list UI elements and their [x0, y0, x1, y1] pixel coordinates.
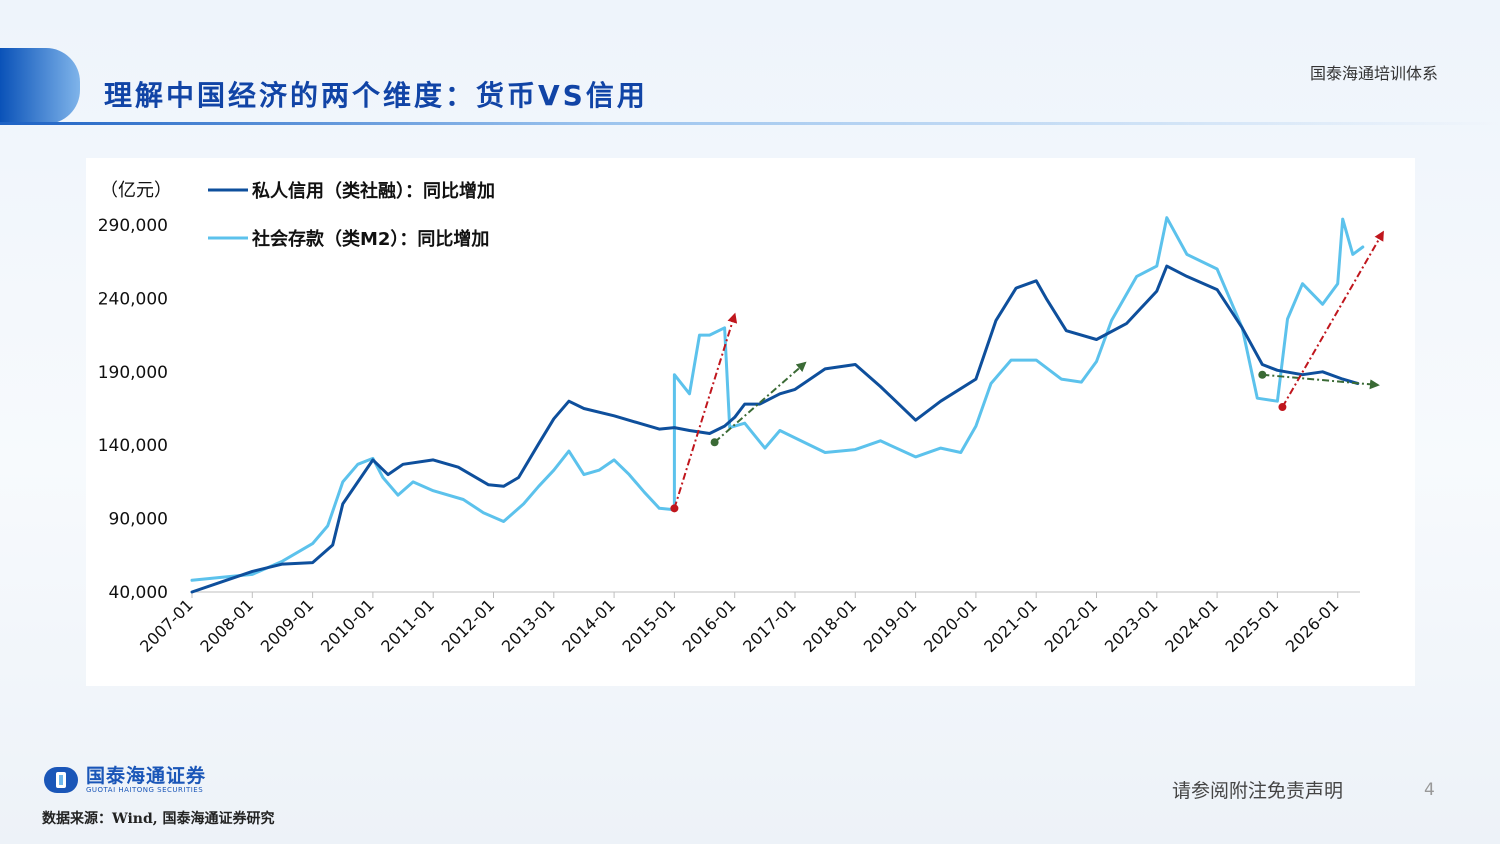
y-tick-label: 90,000: [109, 510, 168, 530]
x-tick-label: 2011-01: [377, 595, 438, 656]
brand-label: 国泰海通培训体系: [1309, 64, 1438, 83]
trend-arrow-green: [713, 361, 807, 444]
legend: 私人信用（类社融）：同比增加 社会存款（类M2）：同比增加: [208, 180, 495, 250]
y-tick-label: 290,000: [98, 216, 168, 236]
trend-arrow-green: [1262, 373, 1380, 390]
company-logo: 国泰海通证券 GUOTAI HAITONG SECURITIES: [44, 766, 206, 794]
x-tick-label: 2026-01: [1282, 595, 1343, 656]
x-tick-label: 2022-01: [1041, 595, 1102, 656]
legend-label-private-credit: 私人信用（类社融）：同比增加: [252, 180, 495, 202]
x-tick-label: 2007-01: [136, 595, 197, 656]
trend-arrow-start-dot-green: [710, 438, 719, 447]
legend-label-social-deposit: 社会存款（类M2）：同比增加: [252, 228, 489, 250]
x-tick-label: 2016-01: [679, 595, 740, 656]
trend-arrow-red: [673, 312, 738, 509]
page-title: 理解中国经济的两个维度：货币VS信用: [104, 79, 648, 112]
x-tick-label: 2025-01: [1222, 595, 1283, 656]
trend-arrow-start-dot-green: [1258, 370, 1267, 379]
x-tick-label: 2008-01: [196, 595, 257, 656]
x-tick-label: 2023-01: [1101, 595, 1162, 656]
y-tick-label: 40,000: [109, 583, 168, 603]
title-underline: [0, 122, 1500, 125]
logo-text-en: GUOTAI HAITONG SECURITIES: [86, 786, 204, 794]
x-tick-label: 2024-01: [1161, 595, 1222, 656]
x-tick-label: 2010-01: [317, 595, 378, 656]
x-tick-label: 2009-01: [257, 595, 318, 656]
x-tick-label: 2018-01: [799, 595, 860, 656]
disclaimer-link[interactable]: 请参阅附注免责声明: [1172, 780, 1344, 802]
annotation-layer: [670, 230, 1384, 513]
series-layer: [190, 216, 1365, 594]
x-tick-label: 2012-01: [438, 595, 499, 656]
x-tick-label: 2013-01: [498, 595, 559, 656]
series-line-social-deposit: [190, 216, 1365, 582]
x-tick-label: 2020-01: [920, 595, 981, 656]
trend-arrow-red: [1281, 230, 1384, 408]
x-tick-label: 2015-01: [619, 595, 680, 656]
chart-panel: （亿元） 私人信用（类社融）：同比增加 社会存款（类M2）：同比增加 290,0…: [86, 158, 1415, 686]
logo-mark-icon: [44, 767, 78, 793]
x-tick-label: 2021-01: [980, 595, 1041, 656]
line-chart: （亿元） 私人信用（类社融）：同比增加 社会存款（类M2）：同比增加 290,0…: [98, 180, 1384, 656]
trend-arrow-start-dot-red: [1278, 403, 1287, 412]
y-tick-label: 140,000: [98, 436, 168, 456]
logo-text-cn: 国泰海通证券: [86, 765, 207, 787]
x-axis: 2007-01 2008-01 2009-01 2010-01 2011-01 2012-…: [136, 591, 1360, 656]
y-tick-label: 190,000: [98, 363, 168, 383]
page-number: 4: [1424, 780, 1435, 800]
y-tick-label: 240,000: [98, 289, 168, 309]
data-source-note: 数据来源：Wind, 国泰海通证券研究: [42, 811, 275, 827]
x-tick-label: 2014-01: [558, 595, 619, 656]
unit-label: （亿元）: [100, 180, 172, 201]
title-accent-bar: [0, 48, 80, 124]
series-line-private-credit: [190, 264, 1360, 594]
y-axis: 290,000 240,000 190,000 140,000 90,000 40,000: [98, 216, 168, 603]
x-tick-label: 2019-01: [860, 595, 921, 656]
trend-arrow-start-dot-red: [670, 504, 679, 513]
x-tick-label: 2017-01: [739, 595, 800, 656]
